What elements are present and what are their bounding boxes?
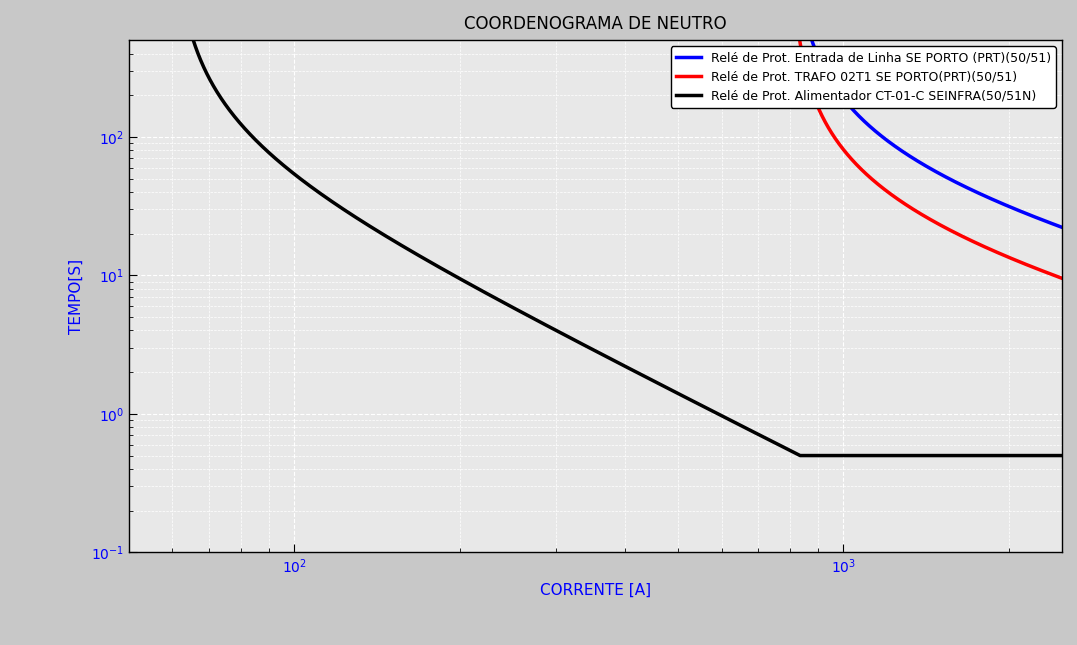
Y-axis label: TEMPO[S]: TEMPO[S] — [69, 259, 84, 334]
X-axis label: CORRENTE [A]: CORRENTE [A] — [540, 582, 651, 598]
Title: COORDENOGRAMA DE NEUTRO: COORDENOGRAMA DE NEUTRO — [464, 15, 727, 33]
Legend: Relé de Prot. Entrada de Linha SE PORTO (PRT)(50/51), Relé de Prot. TRAFO 02T1 S: Relé de Prot. Entrada de Linha SE PORTO … — [671, 46, 1055, 108]
